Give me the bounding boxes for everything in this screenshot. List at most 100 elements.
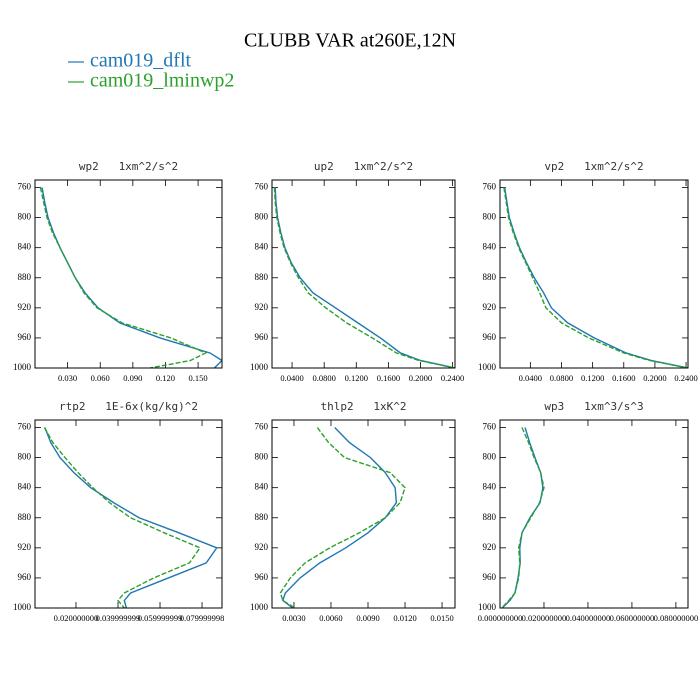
legend-label: cam019_lminwp2 bbox=[90, 70, 234, 92]
y-tick-label: 960 bbox=[255, 332, 269, 342]
profile-line bbox=[503, 187, 688, 368]
x-tick-label: 0.0400 bbox=[519, 373, 542, 383]
plot-frame bbox=[34, 419, 223, 609]
y-tick-label: 920 bbox=[255, 302, 269, 312]
y-tick-label: 880 bbox=[255, 512, 269, 522]
x-tick-label: 0.0060 bbox=[319, 613, 342, 623]
profile-line bbox=[279, 427, 406, 608]
profile-line bbox=[43, 427, 202, 608]
y-tick-label: 920 bbox=[18, 542, 32, 552]
x-tick-label: 0.0090 bbox=[356, 613, 379, 623]
y-tick-label: 800 bbox=[18, 452, 32, 462]
y-tick-label: 840 bbox=[18, 482, 32, 492]
y-tick-label: 760 bbox=[255, 422, 269, 432]
y-tick-label: 1000 bbox=[250, 362, 269, 372]
x-tick-label: 0.0800 bbox=[550, 373, 573, 383]
profile-line bbox=[39, 187, 208, 368]
x-tick-label: 0.2000 bbox=[409, 373, 432, 383]
x-tick-label: 0.150 bbox=[189, 373, 208, 383]
x-tick-label: 0.039999999 bbox=[96, 613, 141, 623]
y-tick-label: 800 bbox=[483, 212, 497, 222]
plot-frame bbox=[499, 419, 689, 609]
profile-line bbox=[501, 427, 545, 608]
panel-title: rtp2 1E-6x(kg/kg)^2 bbox=[59, 400, 198, 413]
profile-line bbox=[273, 187, 455, 368]
y-tick-label: 960 bbox=[255, 572, 269, 582]
x-tick-label: 0.080000000 bbox=[654, 613, 699, 623]
profile-line bbox=[503, 187, 688, 368]
plot-frame bbox=[271, 179, 456, 369]
y-tick-label: 760 bbox=[18, 422, 32, 432]
y-tick-label: 880 bbox=[18, 272, 32, 282]
profile-line bbox=[274, 187, 455, 368]
panel-title: up2 1xm^2/s^2 bbox=[314, 160, 413, 173]
y-tick-label: 960 bbox=[483, 332, 497, 342]
x-tick-label: 0.030 bbox=[58, 373, 77, 383]
y-tick-label: 1000 bbox=[250, 602, 269, 612]
plot-frame bbox=[271, 419, 456, 609]
y-tick-label: 1000 bbox=[13, 602, 32, 612]
x-tick-label: 0.0800 bbox=[312, 373, 335, 383]
y-tick-label: 840 bbox=[255, 482, 269, 492]
y-tick-label: 1000 bbox=[478, 602, 497, 612]
y-tick-label: 960 bbox=[18, 572, 32, 582]
y-tick-label: 840 bbox=[483, 242, 497, 252]
x-tick-label: 0.120 bbox=[156, 373, 175, 383]
y-tick-label: 760 bbox=[483, 182, 497, 192]
panel-title: thlp2 1xK^2 bbox=[320, 400, 406, 413]
y-tick-label: 960 bbox=[18, 332, 32, 342]
x-tick-label: 0.040000000 bbox=[566, 613, 611, 623]
profile-line bbox=[282, 427, 398, 608]
panel-title: vp2 1xm^2/s^2 bbox=[544, 160, 643, 173]
x-tick-label: 0.1200 bbox=[345, 373, 368, 383]
legend-label: cam019_dflt bbox=[90, 50, 192, 72]
x-tick-label: 0.0150 bbox=[430, 613, 453, 623]
y-tick-label: 880 bbox=[255, 272, 269, 282]
profile-line bbox=[44, 427, 218, 608]
y-tick-label: 840 bbox=[18, 242, 32, 252]
figure-title: CLUBB VAR at260E,12N bbox=[244, 30, 456, 52]
x-tick-label: 0.2400 bbox=[674, 373, 697, 383]
y-tick-label: 760 bbox=[255, 182, 269, 192]
y-tick-label: 880 bbox=[18, 512, 32, 522]
y-tick-label: 1000 bbox=[13, 362, 32, 372]
x-tick-label: 0.0120 bbox=[393, 613, 416, 623]
y-tick-label: 1000 bbox=[478, 362, 497, 372]
x-tick-label: 0.1200 bbox=[581, 373, 604, 383]
x-tick-label: 0.020000000 bbox=[522, 613, 567, 623]
plot-frame bbox=[34, 179, 223, 369]
y-tick-label: 920 bbox=[18, 302, 32, 312]
x-tick-label: 0.079999998 bbox=[180, 613, 225, 623]
x-tick-label: 0.0030 bbox=[282, 613, 305, 623]
y-tick-label: 880 bbox=[483, 272, 497, 282]
x-tick-label: 0.0400 bbox=[280, 373, 303, 383]
x-tick-label: 0.060000000 bbox=[610, 613, 655, 623]
y-tick-label: 800 bbox=[483, 452, 497, 462]
y-tick-label: 800 bbox=[255, 452, 269, 462]
x-tick-label: 0.1600 bbox=[377, 373, 400, 383]
y-tick-label: 840 bbox=[255, 242, 269, 252]
y-tick-label: 800 bbox=[255, 212, 269, 222]
y-tick-label: 960 bbox=[483, 572, 497, 582]
x-tick-label: 0.020000000 bbox=[54, 613, 99, 623]
y-tick-label: 760 bbox=[483, 422, 497, 432]
x-tick-label: 0.000000000 bbox=[478, 613, 523, 623]
x-tick-label: 0.2400 bbox=[441, 373, 464, 383]
plot-frame bbox=[499, 179, 689, 369]
x-tick-label: 0.059999999 bbox=[138, 613, 183, 623]
panel-title: wp3 1xm^3/s^3 bbox=[544, 400, 643, 413]
x-tick-label: 0.060 bbox=[91, 373, 110, 383]
y-tick-label: 920 bbox=[483, 542, 497, 552]
y-tick-label: 880 bbox=[483, 512, 497, 522]
x-tick-label: 0.090 bbox=[123, 373, 142, 383]
y-tick-label: 920 bbox=[483, 302, 497, 312]
x-tick-label: 0.2000 bbox=[643, 373, 666, 383]
y-tick-label: 840 bbox=[483, 482, 497, 492]
y-tick-label: 760 bbox=[18, 182, 32, 192]
y-tick-label: 920 bbox=[255, 542, 269, 552]
x-tick-label: 0.1600 bbox=[612, 373, 635, 383]
panel-title: wp2 1xm^2/s^2 bbox=[79, 160, 178, 173]
y-tick-label: 800 bbox=[18, 212, 32, 222]
